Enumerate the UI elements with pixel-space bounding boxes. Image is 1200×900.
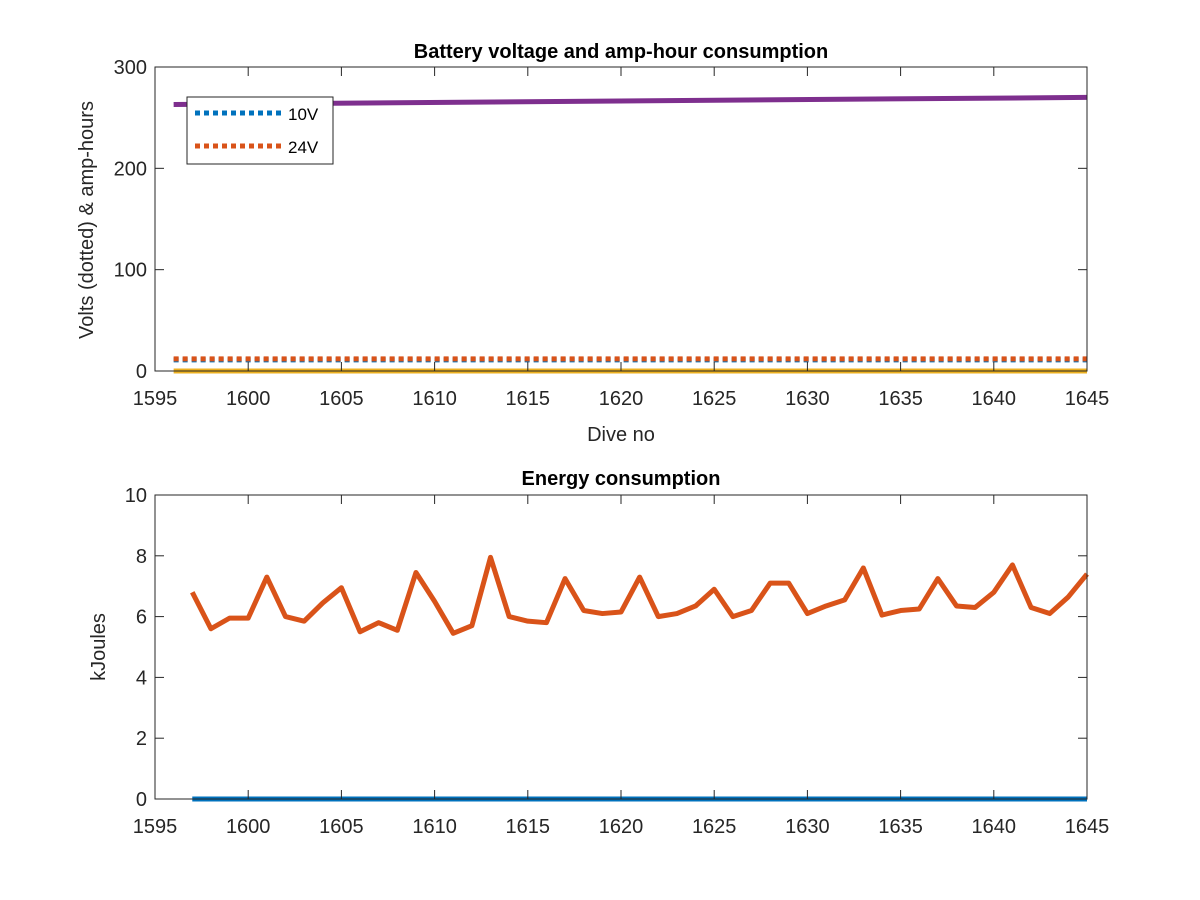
energy-series-line-1 — [190, 554, 1089, 636]
voltage-x-tick-label: 1640 — [972, 388, 1017, 410]
energy-axis-ticks: 1595 1600 1605 1610 1615 1620 1625 1630 1635 1640… — [125, 485, 1110, 838]
voltage-x-tick-label: 1605 — [319, 388, 364, 410]
energy-subplot: Energy consumption kJoules 1595 1600 1605 1… — [88, 468, 1109, 838]
energy-x-tick-label: 1600 — [226, 816, 271, 838]
legend-box — [186, 96, 334, 165]
energy-y-tick-label: 4 — [136, 667, 147, 689]
legend-label-10v: 10V — [288, 105, 319, 124]
voltage-y-tick-label: 300 — [114, 57, 147, 79]
voltage-x-tick-label: 1595 — [133, 388, 178, 410]
energy-plot-title: Energy consumption — [522, 468, 721, 490]
voltage-x-tick-label: 1645 — [1065, 388, 1110, 410]
energy-y-tick-label: 6 — [136, 607, 147, 629]
energy-x-tick-label: 1635 — [878, 816, 923, 838]
energy-x-tick-label: 1615 — [506, 816, 551, 838]
energy-x-tick-label: 1620 — [599, 816, 644, 838]
energy-x-tick-label: 1595 — [133, 816, 178, 838]
energy-y-tick-label: 0 — [136, 789, 147, 811]
energy-y-axis-label: kJoules — [88, 613, 110, 681]
voltage-x-tick-label: 1615 — [506, 388, 551, 410]
voltage-x-tick-label: 1610 — [412, 388, 457, 410]
voltage-plot-title: Battery voltage and amp-hour consumption — [414, 41, 828, 63]
energy-x-tick-label: 1610 — [412, 816, 457, 838]
voltage-x-tick-label: 1600 — [226, 388, 271, 410]
voltage-legend: 10V 24V — [186, 96, 334, 165]
voltage-x-tick-label: 1630 — [785, 388, 830, 410]
voltage-x-axis-label: Dive no — [587, 424, 655, 446]
energy-y-tick-label: 8 — [136, 546, 147, 568]
energy-y-tick-label: 10 — [125, 485, 147, 507]
energy-x-tick-label: 1640 — [972, 816, 1017, 838]
energy-y-tick-label: 2 — [136, 728, 147, 750]
voltage-x-tick-label: 1620 — [599, 388, 644, 410]
energy-x-tick-label: 1625 — [692, 816, 737, 838]
voltage-y-tick-label: 100 — [114, 260, 147, 282]
energy-x-tick-label: 1630 — [785, 816, 830, 838]
voltage-axis-ticks: 1595 1600 1605 1610 1615 1620 1625 1630 1635 1640… — [114, 57, 1110, 410]
energy-x-tick-label: 1605 — [319, 816, 364, 838]
voltage-y-tick-label: 0 — [136, 361, 147, 383]
legend-label-24v: 24V — [288, 138, 319, 157]
voltage-y-tick-label: 200 — [114, 158, 147, 180]
voltage-y-axis-label: Volts (dotted) & amp-hours — [76, 101, 98, 339]
voltage-subplot: Battery voltage and amp-hour consumption… — [76, 41, 1109, 446]
energy-x-tick-label: 1645 — [1065, 816, 1110, 838]
voltage-x-tick-label: 1625 — [692, 388, 737, 410]
voltage-x-tick-label: 1635 — [878, 388, 923, 410]
